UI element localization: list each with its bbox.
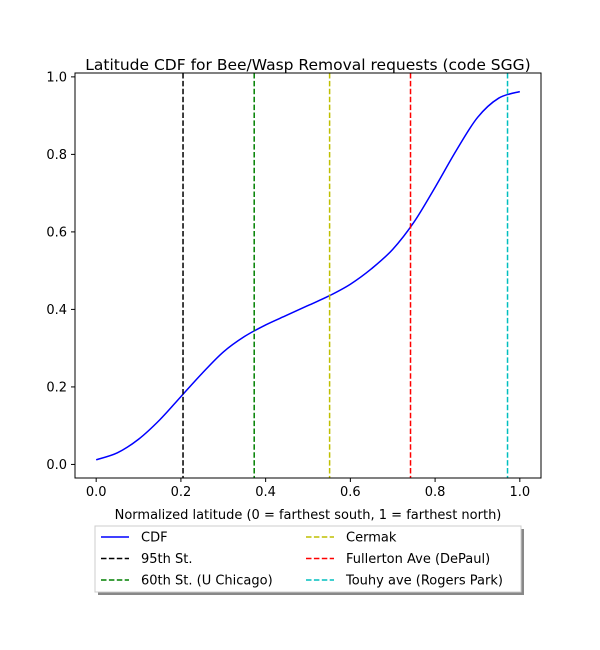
x-tick-label: 0.6 (340, 485, 361, 500)
x-tick-label: 0.8 (425, 485, 446, 500)
axes-frame (74, 72, 542, 479)
x-tick-label: 1.0 (509, 485, 530, 500)
y-tick-label: 1.0 (46, 70, 67, 85)
y-tick-label: 0.8 (46, 148, 67, 163)
legend-label: 60th St. (U Chicago) (141, 574, 273, 589)
x-tick-label: 0.2 (171, 485, 192, 500)
legend-label: Cermak (346, 531, 397, 546)
legend-label: 95th St. (141, 552, 193, 567)
chart-title: Latitude CDF for Bee/Wasp Removal reques… (85, 56, 530, 74)
axis-ticks: 0.0 0.2 0.4 0.6 0.8 1.0 0.0 0.2 0.4 0.6 0.8 1.0 (46, 70, 530, 500)
legend-label: Touhy ave (Rogers Park) (345, 574, 503, 589)
legend-label: CDF (141, 531, 168, 546)
legend-label: Fullerton Ave (DePaul) (346, 552, 490, 567)
y-tick-label: 0.4 (46, 303, 67, 318)
legend: CDF 95th St. 60th St. (U Chicago) Cermak Ful… (94, 525, 524, 595)
plot-area (95, 73, 521, 478)
y-tick-label: 0.0 (46, 458, 67, 473)
y-tick-label: 0.6 (46, 225, 67, 240)
series-line-cdf (95, 90, 521, 461)
x-axis-label: Normalized latitude (0 = farthest south,… (115, 508, 502, 523)
x-tick-label: 0.0 (86, 485, 107, 500)
x-tick-label: 0.4 (255, 485, 276, 500)
y-tick-label: 0.2 (46, 380, 67, 395)
